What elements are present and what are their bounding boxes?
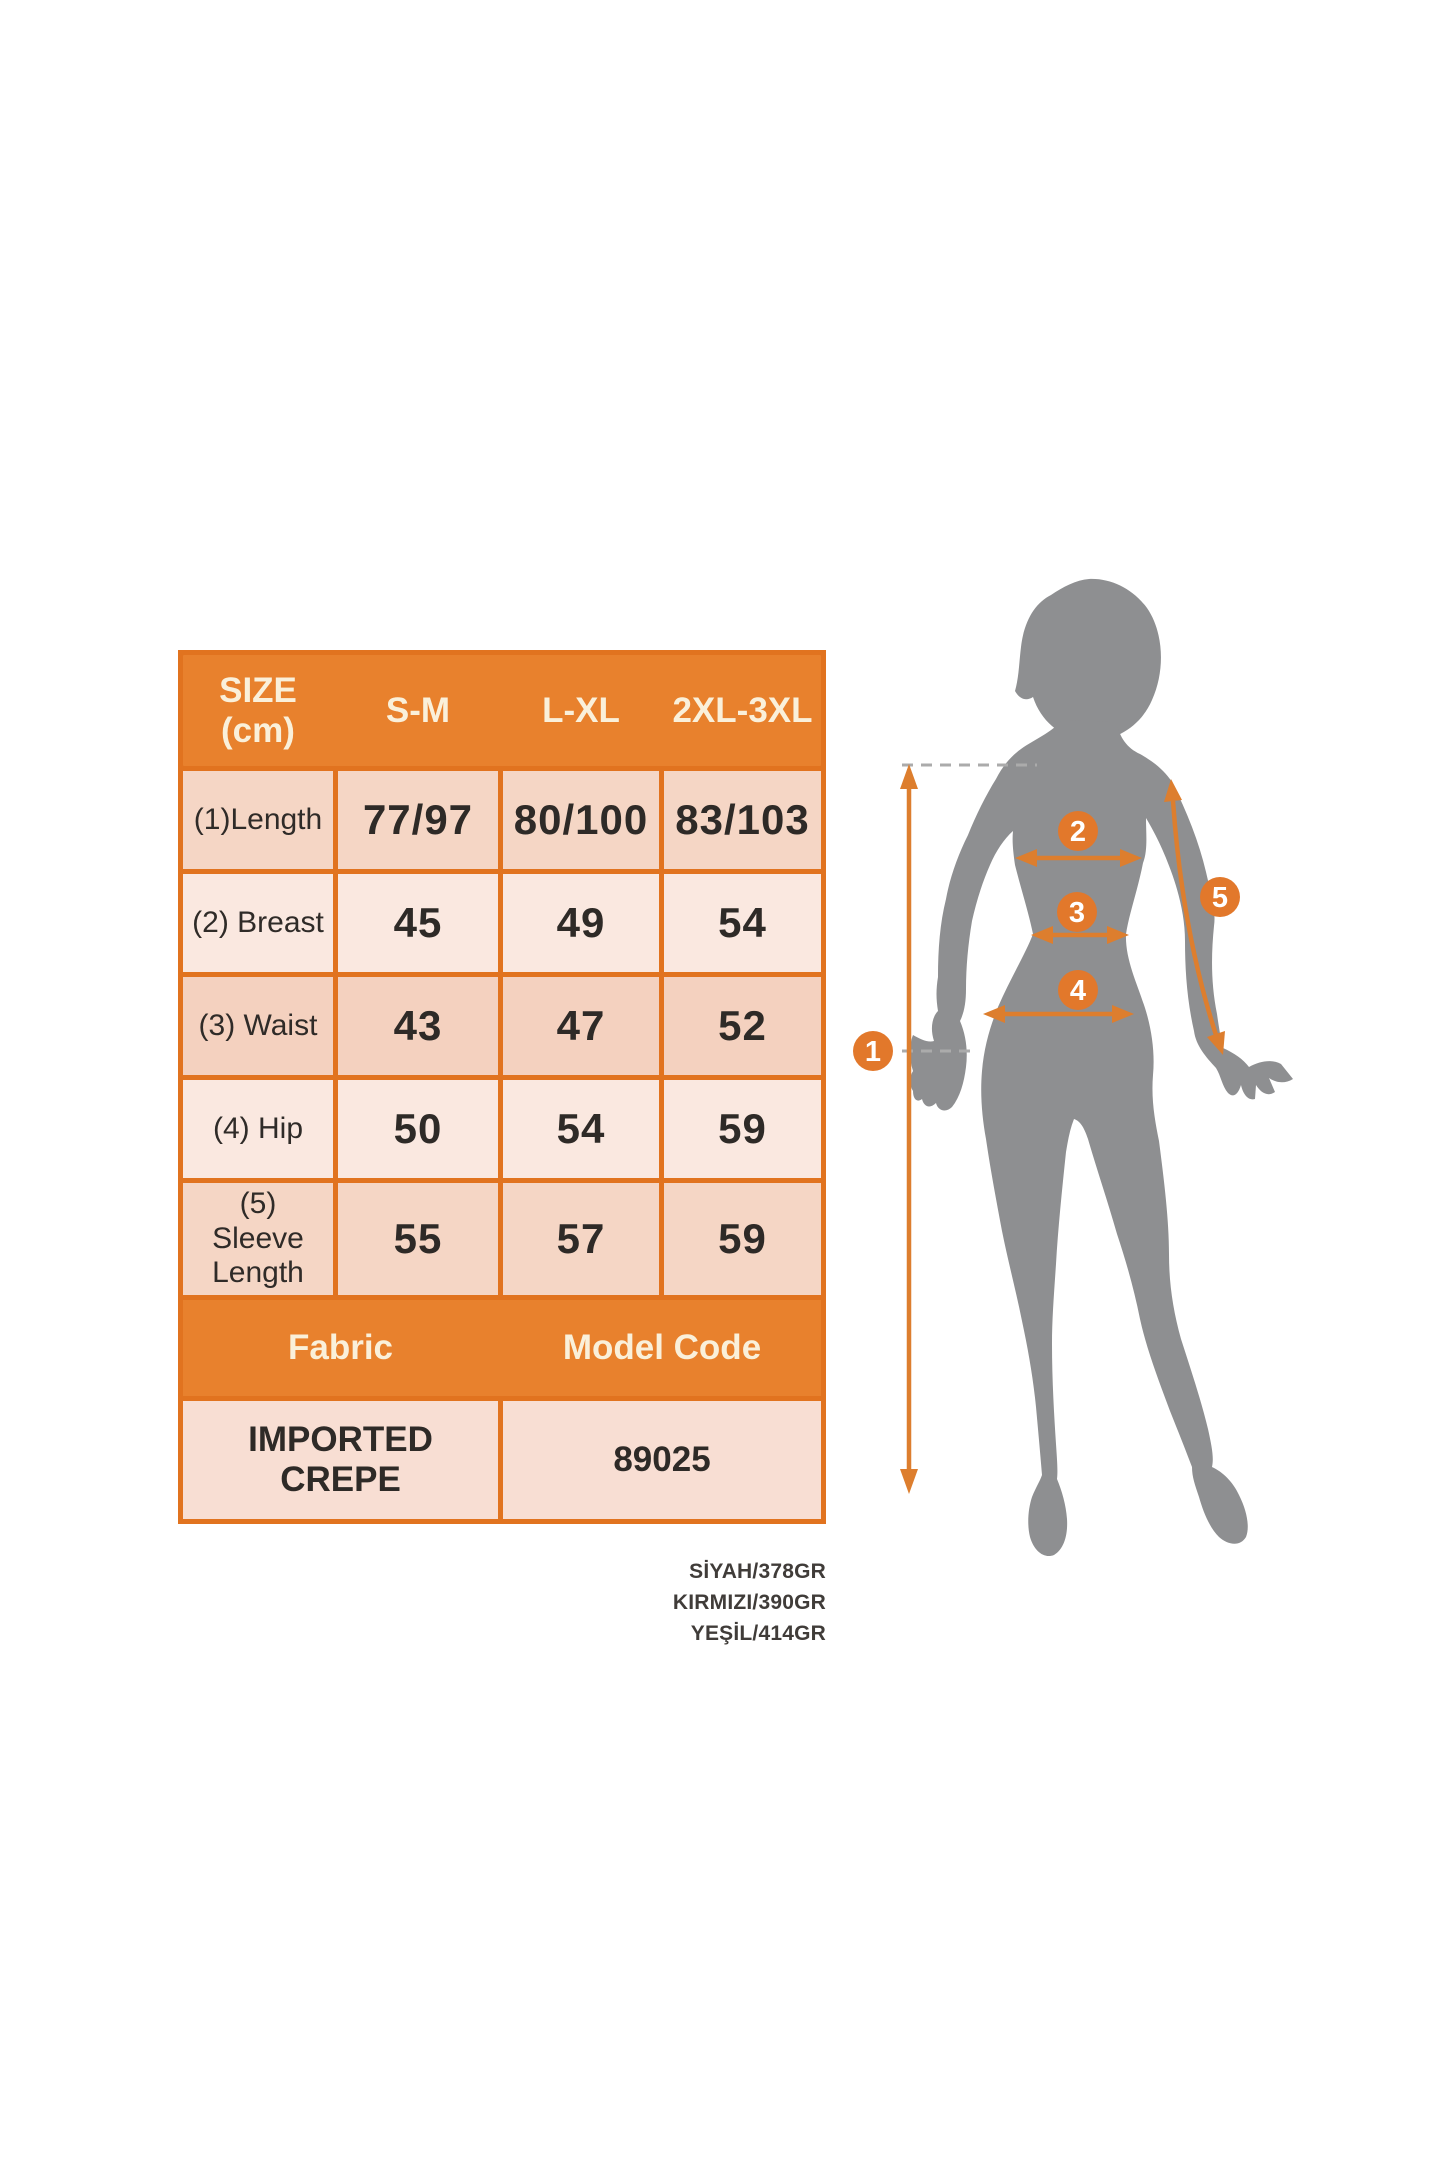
table-row-sleeve-length: (5) Sleeve Length 55 57 59 <box>183 1183 821 1295</box>
table-row-waist: (3) Waist 43 47 52 <box>183 977 821 1075</box>
breast-l-xl: 49 <box>503 874 659 972</box>
hip-l-xl: 54 <box>503 1080 659 1178</box>
sleeve-l-xl: 57 <box>503 1183 659 1295</box>
breast-arrowhead-left <box>1015 849 1037 867</box>
header-fabric: Fabric <box>287 1328 394 1368</box>
sleeve-2xl-3xl: 59 <box>664 1183 821 1295</box>
breast-arrowhead-right <box>1120 849 1142 867</box>
hip-2xl-3xl: 59 <box>664 1080 821 1178</box>
marker-1-label: 1 <box>865 1036 881 1068</box>
table-row-length: (1)Length 77/97 80/100 83/103 <box>183 771 821 869</box>
fabric-value: IMPORTED CREPE <box>183 1401 498 1519</box>
marker-4: 4 <box>1058 970 1098 1010</box>
marker-5: 5 <box>1200 877 1240 917</box>
table-row-breast: (2) Breast 45 49 54 <box>183 874 821 972</box>
color-weight-list: SİYAH/378GR KIRMIZI/390GR YEŞİL/414GR <box>673 1556 826 1649</box>
measure-point-markers: 1 2 3 4 5 <box>853 811 1240 1071</box>
table-info-values-row: IMPORTED CREPE 89025 <box>183 1401 821 1519</box>
color-weight-black: SİYAH/378GR <box>689 1560 826 1583</box>
marker-3: 3 <box>1057 892 1097 932</box>
header-size-s-m: S-M <box>385 690 451 730</box>
row-label-length: (1)Length <box>183 771 333 869</box>
sleeve-arrow <box>1170 800 1219 1036</box>
hip-s-m: 50 <box>338 1080 498 1178</box>
model-code-value: 89025 <box>503 1401 821 1519</box>
marker-1: 1 <box>853 1031 893 1071</box>
waist-arrowhead-right <box>1107 926 1129 944</box>
hip-arrowhead-left <box>983 1005 1005 1023</box>
sleeve-s-m: 55 <box>338 1183 498 1295</box>
marker-2-label: 2 <box>1070 816 1086 848</box>
color-weight-red: KIRMIZI/390GR <box>672 1591 826 1614</box>
row-label-waist: (3) Waist <box>183 977 333 1075</box>
sleeve-arrowhead-bottom <box>1207 1031 1225 1055</box>
woman-silhouette <box>910 578 1293 1557</box>
silhouette-body <box>910 720 1293 1557</box>
length-s-m: 77/97 <box>338 771 498 869</box>
silhouette-head <box>1015 578 1161 741</box>
waist-l-xl: 47 <box>503 977 659 1075</box>
breast-2xl-3xl: 54 <box>664 874 821 972</box>
measurement-arrows <box>900 764 1225 1494</box>
table-header-row: SIZE (cm) S-M L-XL 2XL-3XL <box>183 655 821 766</box>
marker-4-label: 4 <box>1070 975 1086 1007</box>
row-label-hip: (4) Hip <box>183 1080 333 1178</box>
length-l-xl: 80/100 <box>503 771 659 869</box>
size-table: SIZE (cm) S-M L-XL 2XL-3XL (1)Length 77/… <box>178 650 826 1524</box>
row-label-sleeve-length: (5) Sleeve Length <box>183 1183 333 1295</box>
waist-arrowhead-left <box>1031 926 1053 944</box>
header-size-cm: SIZE (cm) <box>219 671 297 750</box>
header-size-2xl-3xl: 2XL-3XL <box>672 690 813 730</box>
marker-5-label: 5 <box>1212 882 1228 914</box>
table-info-header-row: Fabric Model Code <box>183 1300 821 1396</box>
hip-arrowhead-right <box>1112 1005 1134 1023</box>
header-model-code: Model Code <box>562 1328 762 1368</box>
row-label-breast: (2) Breast <box>183 874 333 972</box>
sleeve-arrowhead-top <box>1164 779 1182 802</box>
length-arrowhead-top <box>900 764 918 789</box>
header-size-l-xl: L-XL <box>542 690 620 730</box>
length-2xl-3xl: 83/103 <box>664 771 821 869</box>
breast-s-m: 45 <box>338 874 498 972</box>
waist-s-m: 43 <box>338 977 498 1075</box>
table-row-hip: (4) Hip 50 54 59 <box>183 1080 821 1178</box>
marker-2: 2 <box>1058 811 1098 851</box>
length-arrowhead-bottom <box>900 1469 918 1494</box>
color-weight-green: YEŞİL/414GR <box>690 1622 826 1645</box>
marker-3-label: 3 <box>1069 897 1085 929</box>
waist-2xl-3xl: 52 <box>664 977 821 1075</box>
